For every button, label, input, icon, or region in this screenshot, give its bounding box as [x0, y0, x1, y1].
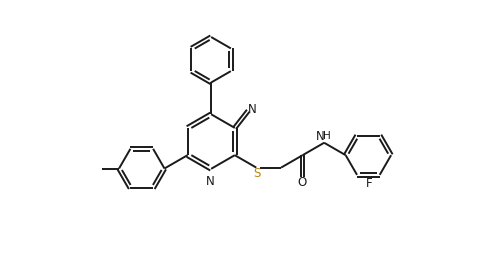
- Text: O: O: [298, 176, 307, 189]
- Text: H: H: [323, 131, 331, 141]
- Text: N: N: [206, 175, 215, 189]
- Text: N: N: [316, 130, 325, 142]
- Text: S: S: [253, 167, 260, 179]
- Text: N: N: [248, 103, 257, 116]
- Text: F: F: [366, 178, 372, 190]
